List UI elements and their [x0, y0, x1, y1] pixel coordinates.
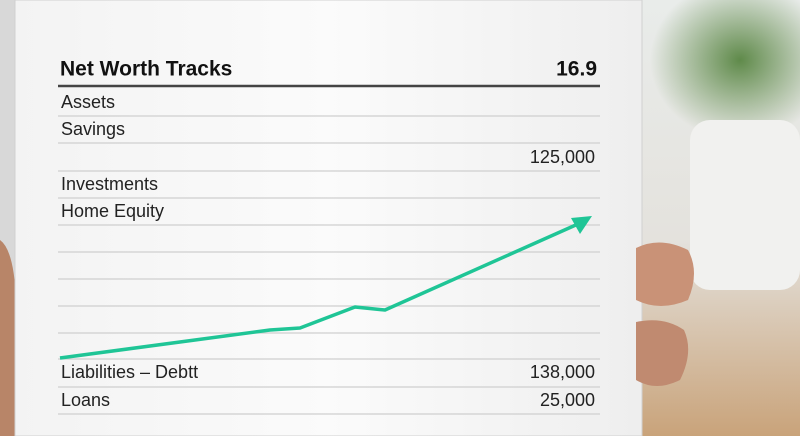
row-label: Savings: [61, 119, 125, 139]
row-label: Assets: [61, 92, 115, 112]
header-value: 16.9: [556, 58, 597, 81]
left-hand: [0, 240, 16, 436]
finger: [636, 320, 689, 386]
pot: [690, 120, 800, 290]
row-label: Liabilities – Debtt: [61, 362, 198, 382]
row-label: Home Equity: [61, 201, 164, 221]
row-label: Loans: [61, 390, 110, 410]
plant: [650, 0, 800, 140]
row-amount: 138,000: [530, 362, 595, 382]
row-label: Investments: [61, 174, 158, 194]
row-amount: 25,000: [540, 390, 595, 410]
thumb: [636, 242, 694, 306]
trend-arrowhead: [571, 216, 592, 234]
trend-line: [59, 222, 579, 360]
row-amount: 125,000: [530, 147, 595, 167]
header-title: Net Worth Tracks: [60, 58, 232, 81]
paper: [14, 0, 643, 436]
row-rules: [58, 115, 600, 415]
